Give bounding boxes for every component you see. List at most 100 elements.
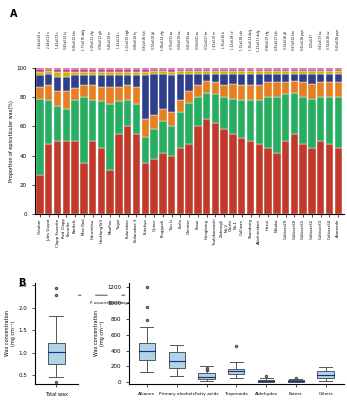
Bar (291, 71, 298, 74)
Bar (89, 85, 96, 100)
Bar (194, 71, 202, 74)
Bar (159, 71, 167, 74)
Text: 0.75±0.03 au: 0.75±0.03 au (170, 31, 174, 49)
Bar (247, 71, 254, 74)
Bar (203, 93, 210, 119)
Text: 0.81±0.06 hijk: 0.81±0.06 hijk (143, 30, 147, 50)
Bar (291, 68, 298, 69)
Bar (308, 84, 316, 98)
Bar (168, 126, 175, 156)
Bar (318, 371, 334, 378)
Bar (62, 109, 70, 141)
Text: 1.81±0.07 m: 1.81±0.07 m (213, 31, 218, 49)
Bar (159, 74, 167, 109)
Bar (139, 343, 155, 360)
Bar (133, 68, 140, 69)
Bar (317, 82, 324, 97)
Bar (177, 112, 184, 148)
Bar (133, 104, 140, 134)
Text: 0.67±0.02 klm: 0.67±0.02 klm (293, 30, 296, 50)
Bar (299, 68, 307, 69)
Text: 0.46±0.03 m: 0.46±0.03 m (108, 31, 112, 49)
Bar (80, 75, 87, 85)
Bar (115, 68, 122, 69)
Bar (142, 137, 149, 163)
Bar (247, 85, 254, 100)
Bar (98, 102, 105, 148)
Bar (124, 68, 132, 69)
Text: 0.69±0.03 au: 0.69±0.03 au (178, 31, 182, 49)
Bar (212, 124, 219, 214)
Bar (220, 97, 228, 129)
Bar (45, 85, 52, 100)
Y-axis label: Wax concentration
(mg cm⁻²): Wax concentration (mg cm⁻²) (94, 310, 105, 356)
Bar (62, 68, 70, 69)
Bar (142, 68, 149, 69)
Bar (124, 72, 132, 75)
Text: 0.83±0.04 hij: 0.83±0.04 hij (64, 31, 68, 49)
Bar (308, 98, 316, 148)
Bar (54, 69, 61, 72)
Bar (203, 81, 210, 93)
Bar (212, 74, 219, 82)
Bar (308, 148, 316, 214)
Bar (107, 75, 114, 87)
Bar (168, 69, 175, 72)
Bar (264, 69, 272, 71)
Bar (133, 72, 140, 75)
Bar (62, 91, 70, 109)
Bar (98, 69, 105, 72)
Bar (247, 74, 254, 85)
Bar (107, 87, 114, 104)
Text: P. ussuriensis: P. ussuriensis (90, 301, 113, 305)
Text: 1.13±0.11 defg: 1.13±0.11 defg (257, 29, 261, 50)
Bar (229, 68, 237, 69)
Bar (264, 71, 272, 74)
Bar (220, 69, 228, 71)
Bar (220, 74, 228, 85)
Bar (71, 141, 79, 214)
Bar (212, 82, 219, 94)
Bar (194, 68, 202, 69)
Bar (107, 170, 114, 214)
Bar (264, 68, 272, 69)
Bar (220, 129, 228, 214)
Bar (150, 69, 158, 71)
Bar (177, 68, 184, 69)
Bar (185, 68, 193, 69)
Text: 0.81±0.07 au: 0.81±0.07 au (319, 31, 323, 49)
Bar (71, 100, 79, 141)
Bar (142, 163, 149, 214)
Bar (326, 144, 333, 214)
Bar (203, 74, 210, 81)
Bar (124, 69, 132, 72)
Bar (326, 69, 333, 71)
Bar (335, 97, 342, 148)
Bar (273, 153, 281, 214)
Bar (54, 68, 61, 69)
Bar (282, 82, 289, 94)
Bar (177, 71, 184, 74)
Bar (247, 68, 254, 69)
Bar (273, 74, 281, 82)
Bar (264, 97, 272, 148)
Text: P. sinkiangensis: P. sinkiangensis (109, 301, 137, 305)
Bar (299, 97, 307, 144)
Bar (98, 87, 105, 102)
Bar (54, 106, 61, 141)
Bar (168, 72, 175, 75)
Text: 0.81±0.07 hijk: 0.81±0.07 hijk (275, 30, 279, 50)
Bar (203, 69, 210, 71)
Bar (220, 68, 228, 69)
Bar (159, 68, 167, 69)
Bar (54, 72, 61, 76)
Bar (177, 100, 184, 112)
Bar (89, 69, 96, 72)
Bar (194, 69, 202, 71)
Bar (258, 380, 274, 382)
Text: Hybrid cultivars: Hybrid cultivars (272, 301, 299, 305)
Bar (36, 98, 44, 175)
Text: 1.08±0.14 efg: 1.08±0.14 efg (161, 30, 165, 50)
Text: 0.86±0.02 hij: 0.86±0.02 hij (135, 31, 138, 49)
Bar (299, 69, 307, 71)
